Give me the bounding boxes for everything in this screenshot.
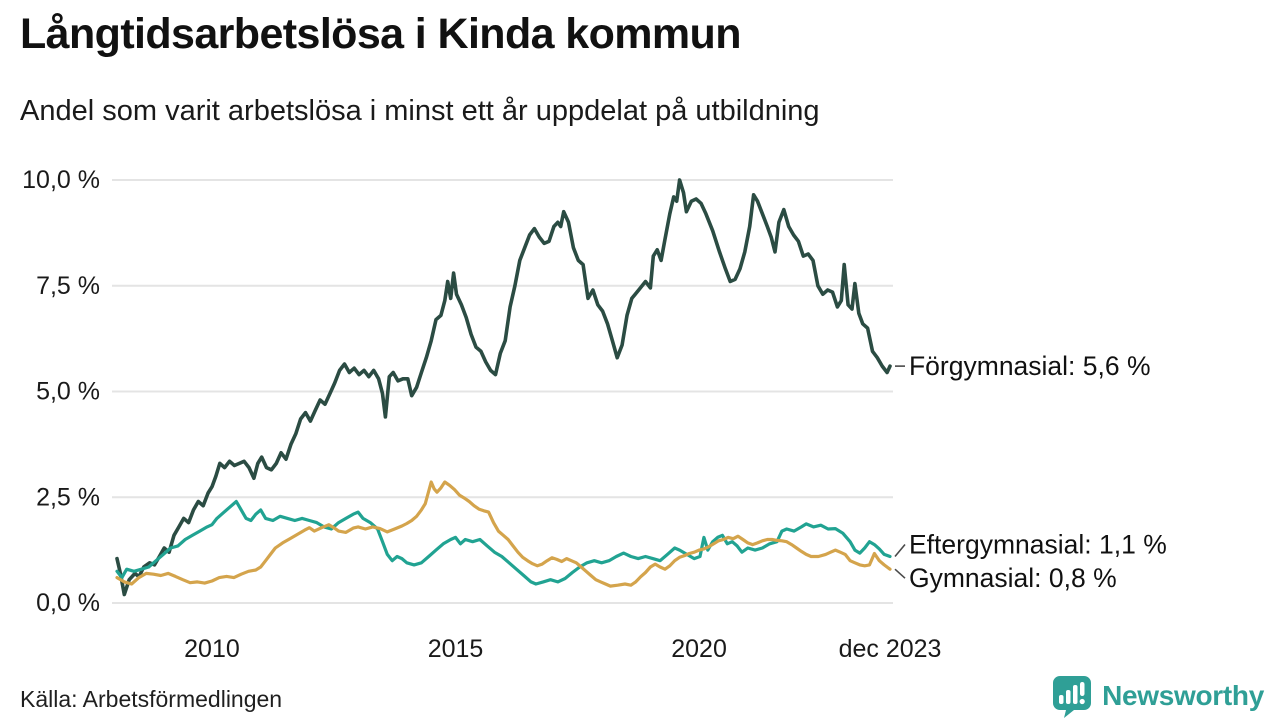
x-tick-label: dec 2023 — [839, 635, 942, 663]
x-tick-label: 2020 — [671, 635, 727, 663]
newsworthy-wordmark: Newsworthy — [1102, 680, 1264, 711]
source-note: Källa: Arbetsförmedlingen — [20, 686, 283, 712]
series-end-labels: Förgymnasial: 5,6 % Eftergymnasial: 1,1 %… — [894, 351, 1167, 593]
series-end-label-gymnasial: Gymnasial: 0,8 % — [909, 563, 1117, 593]
series-line-forgymnasial — [115, 178, 892, 597]
newsworthy-logo: Newsworthy — [1051, 674, 1264, 718]
label-connector-gymnasial — [894, 568, 906, 579]
bar-short-icon — [1059, 695, 1064, 704]
series-line-eftergymnasial — [115, 499, 892, 586]
y-axis-labels: 0,0 % 2,5 % 5,0 % 7,5 % 10,0 % — [22, 166, 100, 617]
label-connector-eftergymnasial — [894, 543, 906, 557]
y-tick-label: 10,0 % — [22, 166, 100, 194]
exclamation-dot-icon — [1079, 698, 1085, 705]
y-tick-label: 7,5 % — [36, 272, 100, 300]
bar-medium-icon — [1066, 690, 1071, 704]
page-title: Långtidsarbetslösa i Kinda kommun — [20, 10, 741, 58]
gridlines — [112, 179, 893, 604]
x-axis-labels: 2010 2015 2020 dec 2023 — [184, 635, 941, 663]
bar-tall-icon — [1073, 685, 1078, 704]
y-tick-label: 0,0 % — [36, 589, 100, 617]
series-line-gymnasial — [115, 480, 892, 588]
newsworthy-icon — [1053, 676, 1092, 718]
chart-subtitle: Andel som varit arbetslösa i minst ett å… — [20, 95, 820, 127]
series-end-label-forgymnasial: Förgymnasial: 5,6 % — [909, 351, 1151, 381]
series-end-label-eftergymnasial: Eftergymnasial: 1,1 % — [909, 529, 1167, 559]
x-tick-label: 2015 — [428, 635, 484, 663]
exclamation-bar-icon — [1080, 682, 1085, 696]
y-tick-label: 2,5 % — [36, 483, 100, 511]
y-tick-label: 5,0 % — [36, 378, 100, 406]
x-tick-label: 2010 — [184, 635, 240, 663]
series-lines — [115, 178, 892, 597]
